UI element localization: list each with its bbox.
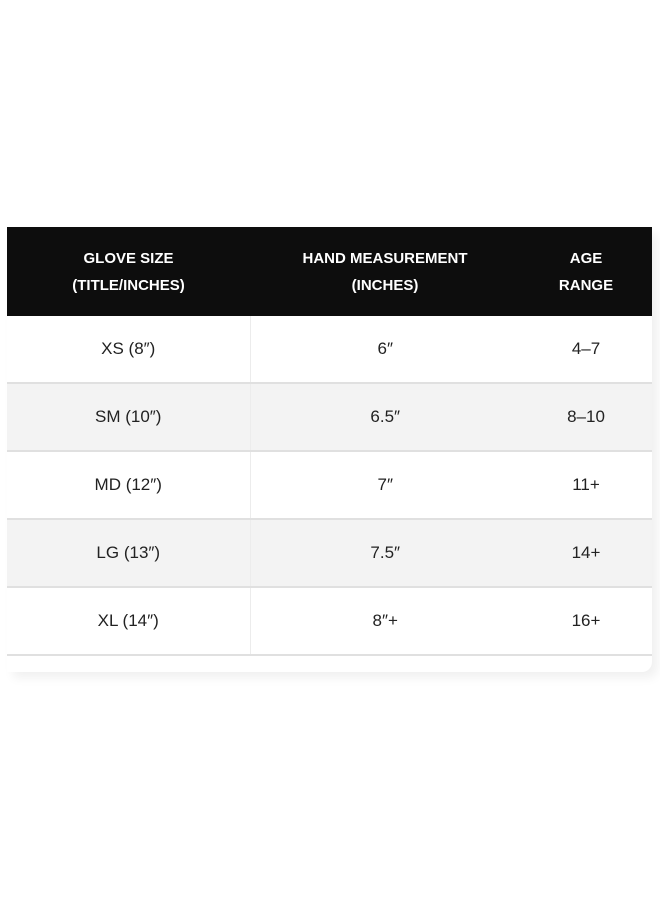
cell-measurement: 7.5″	[250, 519, 520, 588]
table-row: XS (8″) 6″ 4–7	[7, 316, 652, 384]
cell-size: XS (8″)	[7, 316, 251, 384]
table-row: LG (13″) 7.5″ 14+	[7, 519, 652, 588]
cell-size: XL (14″)	[7, 587, 251, 656]
header-hand-measurement: HAND MEASUREMENT (INCHES)	[250, 227, 520, 316]
cell-age: 16+	[520, 587, 652, 656]
header-age-range: AGE RANGE	[520, 227, 652, 316]
table-row: MD (12″) 7″ 11+	[7, 451, 652, 520]
cell-measurement: 7″	[250, 451, 520, 520]
header-row: GLOVE SIZE (TITLE/INCHES) HAND MEASUREMEN…	[7, 227, 652, 316]
size-chart: GLOVE SIZE (TITLE/INCHES) HAND MEASUREMEN…	[7, 227, 652, 672]
table-row: SM (10″) 6.5″ 8–10	[7, 383, 652, 452]
header-glove-size: GLOVE SIZE (TITLE/INCHES)	[7, 227, 250, 316]
cell-size: SM (10″)	[7, 383, 251, 452]
table-row: XL (14″) 8″+ 16+	[7, 587, 652, 656]
cell-age: 11+	[520, 451, 652, 520]
size-chart-table: GLOVE SIZE (TITLE/INCHES) HAND MEASUREMEN…	[7, 227, 652, 656]
cell-size: LG (13″)	[7, 519, 251, 588]
cell-measurement: 6″	[250, 316, 520, 384]
cell-measurement: 8″+	[250, 587, 520, 656]
cell-age: 4–7	[520, 316, 652, 384]
cell-size: MD (12″)	[7, 451, 251, 520]
cell-age: 14+	[520, 519, 652, 588]
cell-age: 8–10	[520, 383, 652, 452]
cell-measurement: 6.5″	[250, 383, 520, 452]
